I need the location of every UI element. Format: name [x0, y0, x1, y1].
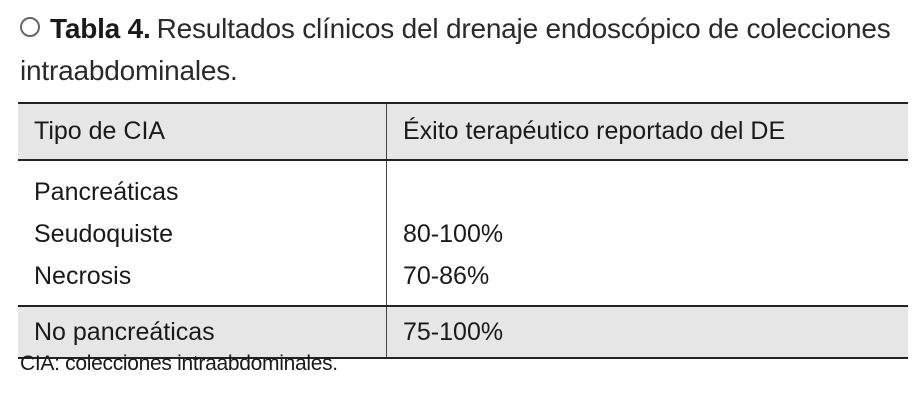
- table-row-no-pancreatic: No pancreáticas 75-100%: [18, 305, 908, 359]
- header-success: Éxito terapéutico reportado del DE: [386, 102, 908, 161]
- row-value-necrosis: 70-86%: [403, 262, 490, 290]
- table-caption: Tabla 4. Resultados clínicos del drenaje …: [20, 8, 910, 92]
- pancreatic-types-cell: Pancreáticas Seudoquiste Necrosis: [18, 160, 387, 306]
- circle-bullet-icon: [20, 17, 40, 37]
- header-cia-type: Tipo de CIA: [18, 102, 387, 161]
- group-title-value-empty: [403, 171, 908, 213]
- table-row-pancreatic: Pancreáticas Seudoquiste Necrosis 80-100…: [18, 160, 908, 306]
- row-type-necrosis: Necrosis: [34, 262, 132, 290]
- caption-text: Resultados clínicos del drenaje endoscóp…: [20, 13, 891, 86]
- row-type-no-pancreatic: No pancreáticas: [18, 305, 387, 359]
- row-type-seudoquiste: Seudoquiste: [34, 220, 174, 248]
- pancreatic-values-cell: 80-100% 70-86%: [387, 160, 909, 306]
- caption-label: Tabla 4.: [50, 13, 151, 44]
- group-title: Pancreáticas: [34, 178, 179, 206]
- table-footnote: CIA: colecciones intraabdominales.: [20, 352, 338, 375]
- table-header-row: Tipo de CIA Éxito terapéutico reportado …: [18, 102, 908, 161]
- results-table: Tipo de CIA Éxito terapéutico reportado …: [18, 102, 908, 359]
- row-value-no-pancreatic: 75-100%: [386, 305, 908, 359]
- row-value-seudoquiste: 80-100%: [403, 220, 504, 248]
